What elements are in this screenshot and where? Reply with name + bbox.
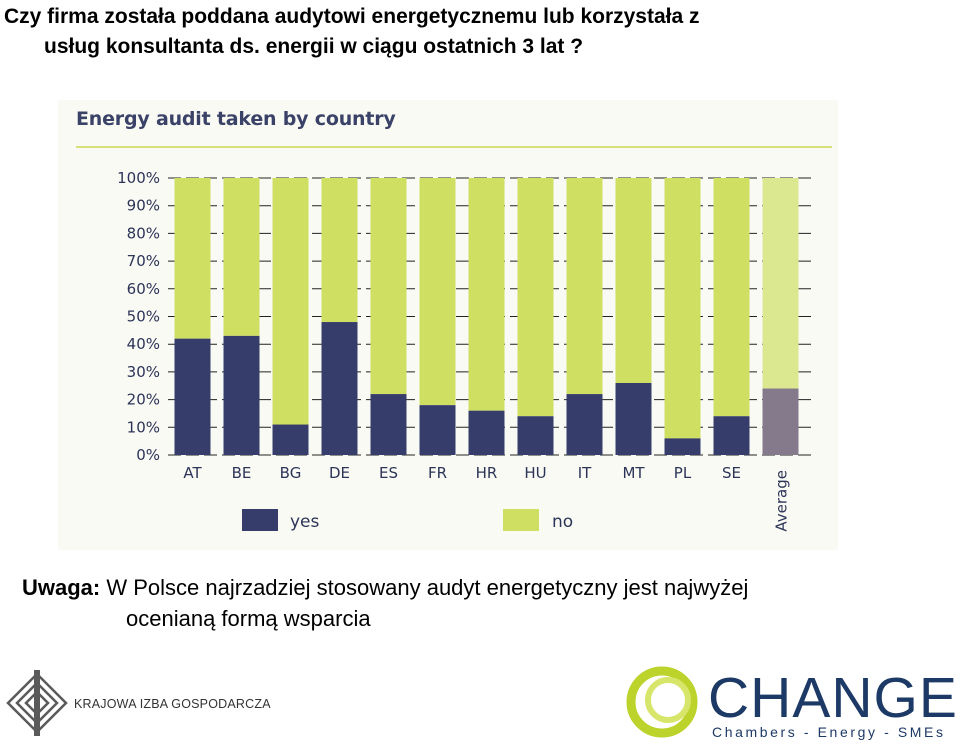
y-tick-label: 10%	[127, 418, 160, 436]
bar-yes	[370, 394, 407, 455]
y-tick-label: 40%	[127, 335, 160, 353]
change-logo-wordmark: CHANGE	[708, 666, 958, 730]
x-category-label: BG	[280, 464, 302, 482]
change-logo-icon	[626, 666, 698, 738]
bar-no	[321, 178, 358, 323]
legend-swatch-no	[503, 509, 539, 531]
bar-no	[272, 178, 309, 425]
kig-logo-text: KRAJOWA IZBA GOSPODARCZA	[74, 697, 271, 711]
x-category-label: IT	[578, 464, 592, 482]
bar-no	[223, 178, 260, 336]
change-logo-tagline: Chambers - Energy - SMEs	[712, 724, 946, 740]
slide-title: Czy firma została poddana audytowi energ…	[4, 2, 954, 62]
x-category-label: BE	[232, 464, 252, 482]
bar-yes	[174, 338, 211, 455]
bar-no	[664, 178, 701, 439]
note-line-1: W Polsce najrzadziej stosowany audyt ene…	[100, 575, 749, 600]
x-category-label: PL	[674, 464, 692, 482]
bar-yes	[468, 410, 505, 455]
bar-no	[468, 178, 505, 411]
bar-yes	[566, 394, 603, 455]
bar-yes	[517, 416, 554, 455]
y-tick-label: 0%	[136, 446, 160, 464]
x-category-label: DE	[329, 464, 350, 482]
bar-no	[615, 178, 652, 383]
note-label: Uwaga:	[22, 575, 101, 600]
legend-label-yes: yes	[290, 512, 320, 532]
kig-logo-icon	[6, 670, 68, 736]
bar-yes	[272, 424, 309, 455]
x-category-label: Average	[773, 470, 791, 532]
y-tick-label: 20%	[127, 391, 160, 409]
x-category-label: MT	[622, 464, 645, 482]
bar-yes	[321, 322, 358, 455]
y-tick-label: 50%	[127, 308, 160, 326]
note-text: Uwaga: W Polsce najrzadziej stosowany au…	[22, 572, 952, 634]
x-category-label: SE	[722, 464, 741, 482]
bar-no	[517, 178, 554, 417]
legend-label-no: no	[552, 512, 573, 532]
x-category-label: FR	[428, 464, 447, 482]
energy-audit-chart: 0% 10% 20% 30% 40% 50% 60% 70% 80% 90% 100% AT BE BG D…	[76, 146, 832, 532]
x-category-label: HR	[476, 464, 498, 482]
bar-yes	[223, 335, 260, 455]
bar-no	[762, 178, 799, 389]
y-tick-label: 90%	[127, 197, 160, 215]
bar-yes	[713, 416, 750, 455]
legend-swatch-yes	[242, 509, 278, 531]
x-category-label: HU	[524, 464, 546, 482]
x-category-label: AT	[183, 464, 202, 482]
bar-no	[370, 178, 407, 395]
bar-no	[566, 178, 603, 395]
bar-yes	[762, 388, 799, 455]
bar-yes	[664, 438, 701, 455]
slide-title-line-1: Czy firma została poddana audytowi energ…	[4, 5, 700, 28]
note-line-2: ocenianą formą wsparcia	[126, 606, 371, 631]
x-category-label: ES	[379, 464, 398, 482]
y-tick-label: 70%	[127, 252, 160, 270]
y-tick-label: 30%	[127, 363, 160, 381]
y-tick-label: 100%	[117, 169, 160, 187]
bar-yes	[419, 405, 456, 455]
chart-title: Energy audit taken by country	[76, 108, 396, 130]
y-tick-label: 80%	[127, 224, 160, 242]
bar-no	[174, 178, 211, 339]
bar-yes	[615, 382, 652, 455]
bar-no	[419, 178, 456, 406]
y-tick-label: 60%	[127, 280, 160, 298]
slide-title-line-2: usług konsultanta ds. energii w ciągu os…	[44, 35, 584, 58]
bar-no	[713, 178, 750, 417]
